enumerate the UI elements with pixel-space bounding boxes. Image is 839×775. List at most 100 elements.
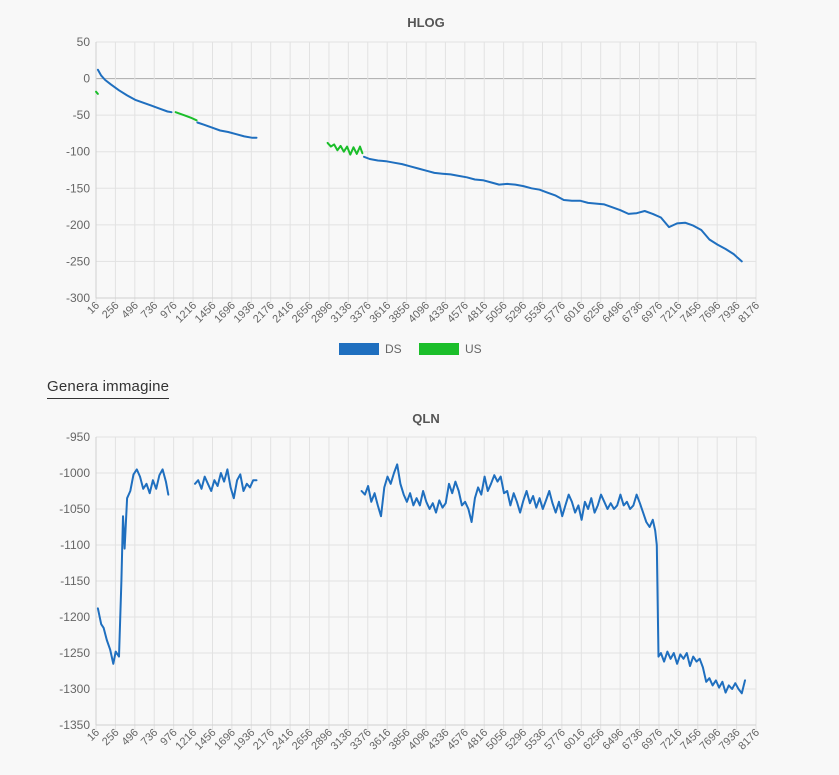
x-tick-label: 496 xyxy=(119,300,140,321)
qln-chart-svg: QLN -950 -1000 -1050 -1100 -1150 -1200 -1250 -13… xyxy=(59,411,762,753)
x-tick-label: 7456 xyxy=(678,300,704,326)
y-tick-label: -1050 xyxy=(59,502,90,516)
series-line-qln xyxy=(194,468,258,500)
x-tick-label: 1696 xyxy=(212,727,238,753)
x-tick-label: 2656 xyxy=(290,300,316,326)
series-line-ds xyxy=(96,68,173,114)
x-tick-label: 4576 xyxy=(445,727,471,753)
series-line-qln xyxy=(360,463,746,695)
x-tick-label: 3376 xyxy=(348,727,374,753)
hlog-chart-svg: HLOG500-50-100-150-200-250-3001625649673… xyxy=(66,15,762,356)
series-line-us xyxy=(95,90,99,95)
x-tick-label: 6016 xyxy=(562,300,588,326)
x-tick-label: 7696 xyxy=(697,727,723,753)
x-tick-label: 8176 xyxy=(736,727,762,753)
x-tick-label: 6256 xyxy=(581,300,607,326)
legend-swatch-ds[interactable] xyxy=(339,343,379,355)
x-tick-label: 4336 xyxy=(426,727,452,753)
x-tick-label: 1456 xyxy=(193,300,219,326)
x-tick-label: 2416 xyxy=(270,300,296,326)
series-line-qln xyxy=(96,468,170,665)
x-tick-label: 7936 xyxy=(717,300,743,326)
legend-label-ds[interactable]: DS xyxy=(385,342,402,356)
x-tick-label: 7456 xyxy=(678,727,704,753)
x-tick-label: 6976 xyxy=(639,727,665,753)
x-tick-label: 5056 xyxy=(484,300,510,326)
y-tick-label: -50 xyxy=(73,108,91,122)
y-tick-label: -950 xyxy=(66,430,90,444)
x-tick-label: 3856 xyxy=(387,300,413,326)
y-tick-label: -1150 xyxy=(60,574,90,588)
y-tick-label: -250 xyxy=(66,254,90,268)
x-tick-label: 1456 xyxy=(193,727,219,753)
y-tick-label: -300 xyxy=(66,291,90,305)
generate-image-button[interactable]: Genera immagine xyxy=(47,378,170,399)
x-tick-label: 1216 xyxy=(173,727,199,753)
x-tick-label: 1216 xyxy=(173,300,199,326)
x-tick-label: 1696 xyxy=(212,300,238,326)
chart-title: HLOG xyxy=(407,15,445,30)
y-tick-label: -1100 xyxy=(60,538,90,552)
x-tick-label: 3376 xyxy=(348,300,374,326)
x-tick-label: 4096 xyxy=(406,727,432,753)
x-tick-label: 256 xyxy=(100,727,121,748)
x-tick-label: 7936 xyxy=(717,727,743,753)
x-tick-label: 2176 xyxy=(251,300,277,326)
x-tick-label: 6256 xyxy=(581,727,607,753)
x-tick-label: 6496 xyxy=(600,300,626,326)
x-tick-label: 2416 xyxy=(270,727,296,753)
x-tick-label: 6976 xyxy=(639,300,665,326)
hlog-chart: HLOG 50 0 -50 -100 -150 -200 -250 -300 16 256 496 73… xyxy=(0,0,839,370)
x-tick-label: 3616 xyxy=(367,727,393,753)
x-tick-label: 7696 xyxy=(697,300,723,326)
series-line-us xyxy=(326,141,364,156)
x-tick-label: 4816 xyxy=(465,300,491,326)
y-tick-label: -1000 xyxy=(59,466,90,480)
x-tick-label: 5296 xyxy=(503,300,529,326)
x-tick-label: 2896 xyxy=(309,727,335,753)
y-tick-label: -200 xyxy=(66,218,90,232)
x-tick-label: 5776 xyxy=(542,300,568,326)
x-tick-label: 4576 xyxy=(445,300,471,326)
x-tick-label: 4096 xyxy=(406,300,432,326)
x-tick-label: 6496 xyxy=(600,727,626,753)
y-tick-label: -100 xyxy=(66,145,90,159)
y-tick-label: -1300 xyxy=(59,682,90,696)
x-tick-label: 3136 xyxy=(329,727,355,753)
x-tick-label: 8176 xyxy=(736,300,762,326)
legend-swatch-us[interactable] xyxy=(419,343,459,355)
x-tick-label: 7216 xyxy=(659,300,685,326)
x-tick-label: 496 xyxy=(119,727,140,748)
y-tick-label: 50 xyxy=(77,35,91,49)
x-tick-label: 6736 xyxy=(620,727,646,753)
y-tick-label: -150 xyxy=(66,181,90,195)
x-tick-label: 7216 xyxy=(659,727,685,753)
y-tick-label: -1350 xyxy=(59,718,90,732)
x-tick-label: 6016 xyxy=(562,727,588,753)
series-line-ds xyxy=(363,155,743,263)
y-tick-label: 0 xyxy=(83,72,90,86)
x-tick-label: 1936 xyxy=(232,300,258,326)
x-tick-label: 2176 xyxy=(251,727,277,753)
x-tick-label: 3616 xyxy=(367,300,393,326)
x-tick-label: 736 xyxy=(139,727,160,748)
x-tick-label: 2896 xyxy=(309,300,335,326)
x-tick-label: 3856 xyxy=(387,727,413,753)
x-tick-label: 5776 xyxy=(542,727,568,753)
x-tick-label: 3136 xyxy=(329,300,355,326)
x-tick-label: 1936 xyxy=(232,727,258,753)
x-tick-label: 5536 xyxy=(523,300,549,326)
y-tick-label: -1200 xyxy=(59,610,90,624)
legend-label-us[interactable]: US xyxy=(465,342,482,356)
x-tick-label: 5296 xyxy=(503,727,529,753)
qln-chart: QLN -950 -1000 -1050 -1100 -1150 -1200 -1250 -13… xyxy=(0,400,839,775)
x-tick-label: 5536 xyxy=(523,727,549,753)
series-line-us xyxy=(174,111,198,122)
x-tick-label: 5056 xyxy=(484,727,510,753)
x-tick-label: 4336 xyxy=(426,300,452,326)
x-tick-label: 6736 xyxy=(620,300,646,326)
series-line-ds xyxy=(196,121,258,139)
x-tick-label: 256 xyxy=(100,300,121,321)
chart-title: QLN xyxy=(412,411,439,426)
grid xyxy=(95,41,757,303)
